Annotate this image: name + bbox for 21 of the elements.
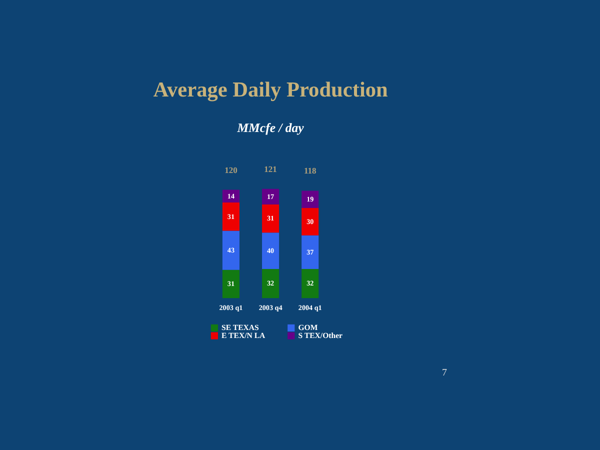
total-label: 121 [264,164,277,174]
chart-title: Average Daily Production [153,77,388,102]
bar [302,269,319,298]
bar [262,188,280,204]
bar [302,235,319,270]
total-label: 118 [304,166,316,176]
legend-label: GOM [298,323,318,332]
bar [302,208,319,236]
chart-subtitle: MMcfe / day [236,120,304,135]
legend-label: SE TEXAS [222,323,259,332]
bar [302,190,319,208]
text: 7 [442,368,448,379]
bar [262,204,280,233]
bar [262,232,280,270]
legend-label: S TEX/Other [298,330,344,340]
bar [222,202,240,231]
legend-label: E TEX/N LA [222,330,266,340]
bar [262,269,280,298]
bar [222,270,240,298]
bar [222,230,240,270]
total-label: 120 [224,164,238,175]
